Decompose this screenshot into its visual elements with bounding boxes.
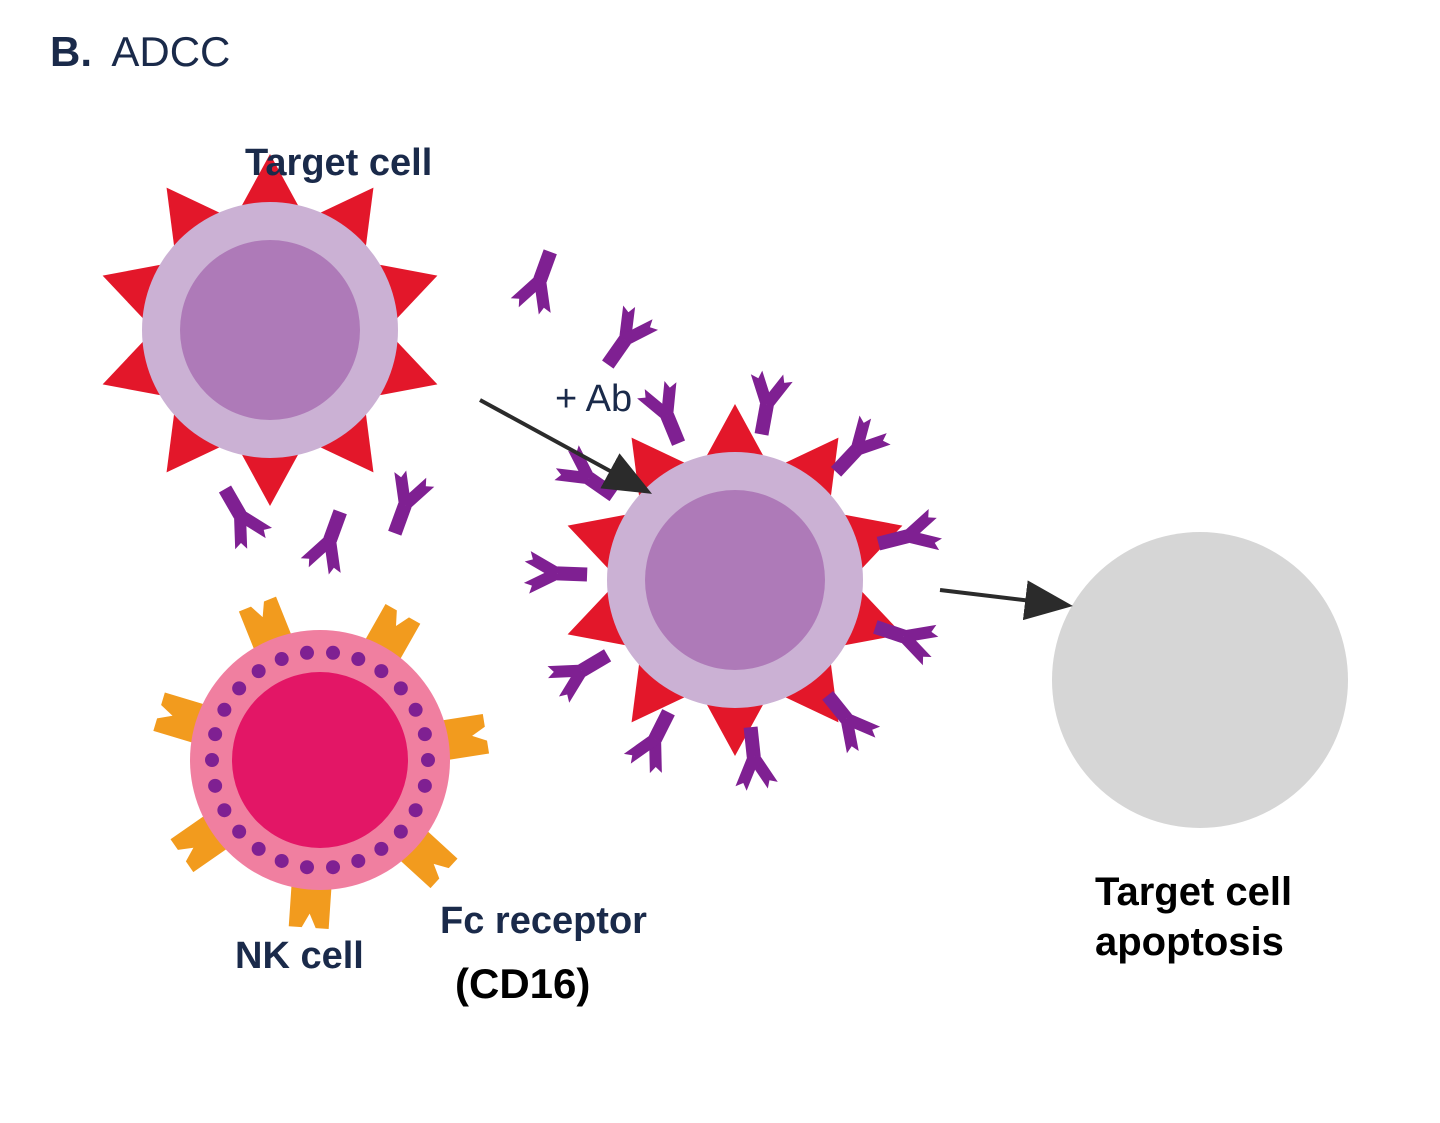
dead-cell xyxy=(1052,532,1348,828)
antibody-icon xyxy=(550,442,626,513)
arrow-icon xyxy=(940,590,1065,605)
label-target-cell: Target cell xyxy=(245,142,432,185)
antibody-icon xyxy=(375,467,436,541)
antibody-icon xyxy=(635,377,698,451)
antibody-icon xyxy=(299,505,360,579)
antibody-icon xyxy=(590,301,661,377)
antibody-icon xyxy=(741,369,794,438)
nk-cell xyxy=(153,597,489,929)
antibody-icon xyxy=(509,245,570,319)
label-plus-ab: + Ab xyxy=(555,378,632,421)
label-fc-receptor: Fc receptor xyxy=(440,900,647,943)
antibody-icon xyxy=(524,551,588,596)
target-cell xyxy=(103,154,438,506)
antibody-icon xyxy=(543,637,619,706)
label-cd16: (CD16) xyxy=(455,960,590,1008)
antibody-icon xyxy=(873,508,944,565)
label-apoptosis-2: apoptosis xyxy=(1095,920,1284,965)
label-apoptosis-1: Target cell xyxy=(1095,870,1292,915)
diagram-canvas: B. ADCC Target cell + Ab NK cell Fc rece… xyxy=(0,0,1440,1123)
antibody-icon xyxy=(621,703,687,778)
label-nk-cell: NK cell xyxy=(235,935,364,978)
target-cell xyxy=(524,369,945,792)
